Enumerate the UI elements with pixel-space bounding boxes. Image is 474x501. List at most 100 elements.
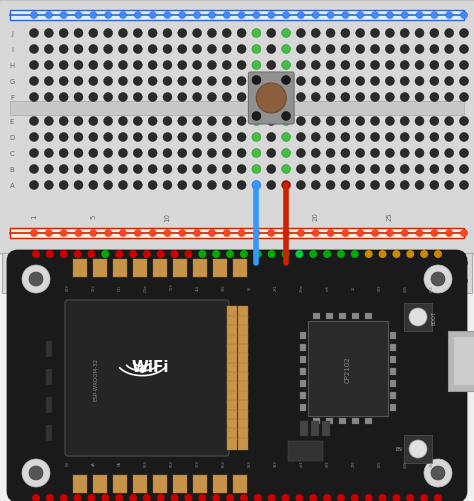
Bar (390, 392, 396, 399)
Circle shape (104, 181, 113, 190)
Circle shape (60, 260, 67, 267)
Circle shape (415, 165, 424, 174)
Circle shape (295, 250, 303, 259)
Circle shape (29, 77, 38, 86)
Circle shape (226, 494, 234, 501)
Circle shape (267, 133, 276, 142)
Circle shape (46, 278, 52, 285)
Circle shape (178, 117, 187, 126)
Circle shape (184, 494, 192, 501)
Text: 524: 524 (248, 460, 252, 466)
Bar (404, 435, 432, 463)
Circle shape (253, 230, 260, 237)
Bar (213, 475, 227, 493)
Circle shape (75, 260, 82, 267)
Circle shape (401, 260, 408, 267)
Text: CP2102: CP2102 (345, 356, 351, 382)
Circle shape (29, 273, 43, 287)
Circle shape (356, 62, 365, 70)
Circle shape (386, 278, 393, 285)
Circle shape (104, 165, 113, 174)
Circle shape (178, 62, 187, 70)
Circle shape (46, 250, 54, 259)
Circle shape (237, 181, 246, 190)
Text: 5T4: 5T4 (378, 284, 382, 291)
Circle shape (268, 260, 275, 267)
Circle shape (179, 230, 186, 237)
Circle shape (430, 133, 439, 142)
Circle shape (311, 165, 320, 174)
Circle shape (446, 230, 453, 237)
Circle shape (119, 278, 127, 285)
Circle shape (74, 77, 83, 86)
Circle shape (415, 46, 424, 55)
Circle shape (118, 133, 128, 142)
Circle shape (89, 93, 98, 102)
Circle shape (29, 165, 38, 174)
Circle shape (431, 230, 438, 237)
Circle shape (459, 46, 468, 55)
Circle shape (282, 133, 291, 142)
Circle shape (282, 250, 290, 259)
Circle shape (118, 77, 128, 86)
Circle shape (133, 77, 142, 86)
Circle shape (252, 30, 261, 39)
Circle shape (115, 250, 123, 259)
Circle shape (326, 165, 335, 174)
Bar (339, 313, 346, 319)
Circle shape (192, 46, 201, 55)
Circle shape (371, 46, 380, 55)
Circle shape (401, 13, 408, 20)
Circle shape (89, 181, 98, 190)
Bar (227, 400, 237, 412)
Circle shape (295, 494, 303, 501)
Text: NA: NA (118, 460, 122, 465)
Text: J: J (11, 31, 13, 37)
Circle shape (400, 62, 409, 70)
Circle shape (268, 250, 276, 259)
Bar (339, 418, 346, 424)
Circle shape (400, 181, 409, 190)
Bar (93, 475, 107, 493)
Bar (227, 344, 237, 356)
Text: ET6: ET6 (378, 460, 382, 466)
Circle shape (148, 30, 157, 39)
Circle shape (133, 46, 142, 55)
Circle shape (46, 494, 54, 501)
Text: D0w: D0w (144, 284, 148, 292)
Circle shape (164, 13, 171, 20)
Circle shape (252, 76, 261, 85)
Circle shape (45, 117, 54, 126)
Circle shape (357, 230, 364, 237)
Text: hE9: hE9 (144, 460, 148, 466)
Bar (2, 254, 472, 294)
Circle shape (459, 149, 468, 158)
Circle shape (74, 93, 83, 102)
Circle shape (30, 13, 37, 20)
Bar (300, 392, 306, 399)
Circle shape (178, 30, 187, 39)
Bar (326, 418, 333, 424)
Circle shape (385, 77, 394, 86)
Circle shape (222, 77, 231, 86)
Circle shape (371, 30, 380, 39)
Circle shape (209, 260, 215, 267)
Circle shape (104, 93, 113, 102)
Bar (300, 356, 306, 363)
Circle shape (163, 46, 172, 55)
Bar (227, 335, 237, 347)
Circle shape (74, 149, 83, 158)
Circle shape (22, 459, 50, 487)
Bar (238, 419, 248, 431)
Circle shape (90, 13, 97, 20)
Circle shape (59, 181, 68, 190)
Bar (238, 410, 248, 422)
Circle shape (415, 62, 424, 70)
Circle shape (379, 494, 387, 501)
Circle shape (445, 117, 454, 126)
Circle shape (341, 181, 350, 190)
Circle shape (430, 117, 439, 126)
Circle shape (283, 278, 290, 285)
Text: 26: 26 (352, 285, 356, 290)
Circle shape (30, 278, 37, 285)
